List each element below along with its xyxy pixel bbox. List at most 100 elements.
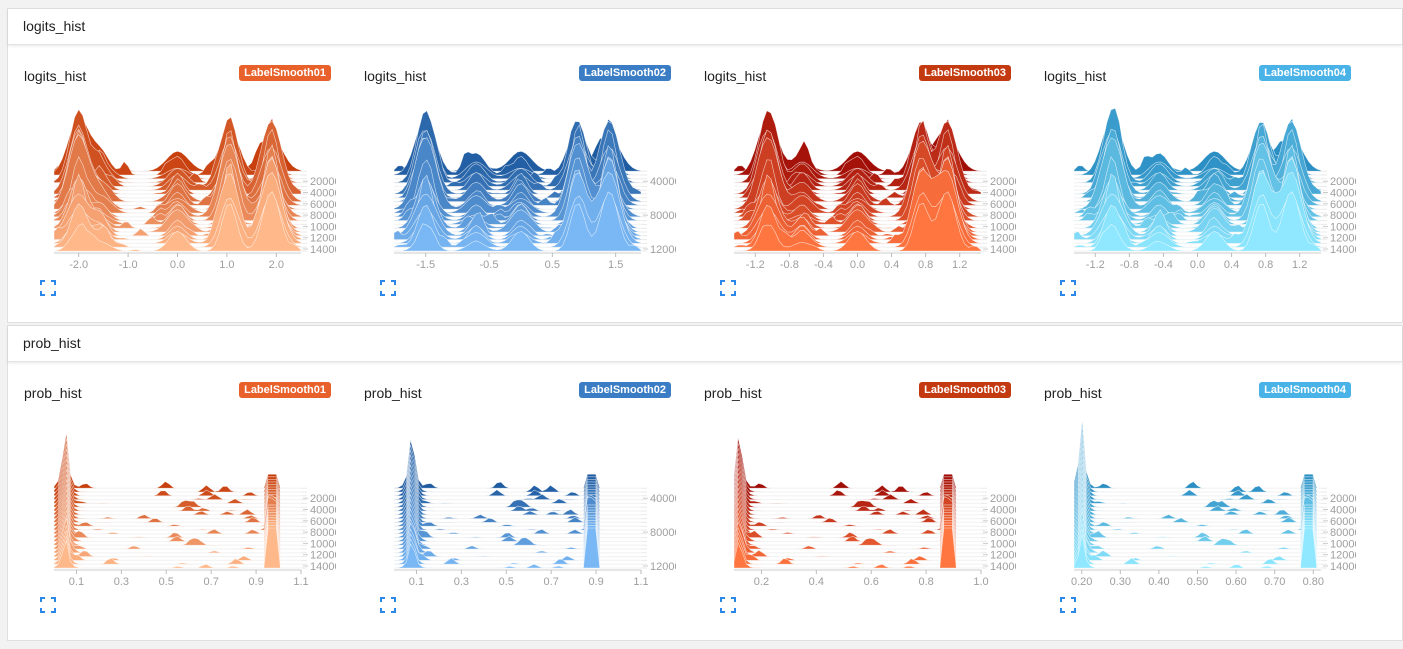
x-tick-label: 0.40 [1148,576,1169,588]
x-tick-label: 0.80 [1303,576,1324,588]
histogram-plot: -2.0 -1.0 0.0 1.0 2.0 20000400006000080000100… [53,108,336,271]
y-tick-label: 20000 [990,493,1016,505]
histogram-layer [733,525,981,565]
x-tick-label: 0.4 [884,259,899,271]
histogram-layer [1073,453,1321,512]
y-tick-label: 100000 [1330,221,1356,233]
chart-card: logits_hist LabelSmooth01 -2.0 -1.0 0.0 1.0… [16,54,336,304]
expand-icon[interactable] [720,280,736,296]
histogram-plot: 0.2 0.4 0.6 0.8 1.0 2000040000600008000010000… [733,437,1016,588]
expand-icon[interactable] [380,597,396,613]
x-tick-label: 0.8 [918,576,933,588]
histogram-layer [1073,501,1321,546]
y-tick-label: 120000 [990,233,1016,245]
histogram-layer [1073,507,1321,550]
histogram-layer [1073,437,1321,500]
x-tick-label: 0.1 [409,576,424,588]
histogram-layer [1073,474,1322,527]
histogram-layer [1073,518,1321,557]
y-tick-label: 120000 [1330,233,1356,245]
x-tick-label: -0.8 [780,259,799,271]
x-tick-label: 1.2 [952,259,967,271]
expand-icon[interactable] [720,597,736,613]
histogram-layer [53,479,301,523]
y-tick-label: 100000 [990,538,1016,550]
chart-title: logits_hist [1044,68,1107,84]
histogram-layer [1074,191,1322,252]
x-tick-label: 1.0 [219,259,234,271]
y-tick-label: 60000 [990,199,1016,211]
x-tick-label: 0.0 [170,259,185,271]
histogram-layer [733,522,981,561]
x-tick-label: -1.2 [746,259,765,271]
run-badge: LabelSmooth01 [239,65,331,81]
expand-icon[interactable] [380,280,396,296]
section-title[interactable]: prob_hist [8,326,1402,362]
y-tick-label: 100000 [310,538,336,550]
histogram-layer [733,507,981,542]
histogram-layer [733,502,981,538]
x-tick-label: 1.5 [608,259,623,271]
section-title[interactable]: logits_hist [8,9,1402,45]
y-tick-label: 20000 [990,176,1016,188]
run-badge: LabelSmooth02 [579,65,671,81]
expand-icon[interactable] [1060,280,1076,296]
chart-card: logits_hist LabelSmooth02 -1.5 -0.5 0.5 1.5… [356,54,676,304]
y-tick-label: 80000 [1330,527,1356,539]
y-tick-label: 120000 [1330,550,1356,562]
histogram-layer [1073,447,1321,508]
histogram-layer [1073,431,1321,497]
x-tick-label: 0.4 [809,576,824,588]
histogram-layer [393,191,642,252]
x-tick-label: 2.0 [269,259,284,271]
y-tick-label: 100000 [1330,538,1356,550]
expand-icon[interactable] [40,280,56,296]
histogram-layer [1073,522,1321,561]
histogram-layer [733,477,981,519]
y-tick-label: 40000 [1330,505,1356,517]
y-tick-label: 100000 [990,221,1016,233]
x-tick-label: 1.0 [973,576,988,588]
y-tick-label: 60000 [310,516,336,528]
histogram-plot: 0.1 0.3 0.5 0.7 0.9 1.1 40000 80000 120000 [393,439,676,588]
y-tick-label: 140000 [310,561,336,573]
histogram-layer [733,512,981,546]
x-tick-label: 0.5 [545,259,560,271]
expand-icon[interactable] [1060,597,1076,613]
histogram-layer [393,449,641,497]
chart-title: logits_hist [364,68,427,84]
x-tick-label: 0.3 [114,576,129,588]
x-tick-label: 0.0 [850,259,865,271]
x-tick-label: 0.5 [159,576,174,588]
run-badge: LabelSmooth04 [1259,65,1351,81]
x-tick-label: 0.7 [544,576,559,588]
histogram-layer [1073,525,1321,565]
chart-title: prob_hist [704,385,762,401]
y-tick-label: 140000 [1330,561,1356,573]
run-badge: LabelSmooth03 [919,65,1011,81]
y-tick-label: 40000 [1330,188,1356,200]
histogram-layer [1073,420,1321,489]
chart-title: logits_hist [24,68,87,84]
run-badge: LabelSmooth02 [579,382,671,398]
y-tick-label: 80000 [310,527,336,539]
y-tick-label: 140000 [1330,244,1356,256]
x-tick-label: -0.4 [1154,259,1173,271]
histogram-layer [734,191,982,252]
histogram-layer [1073,496,1321,542]
section-logits-hist: logits_hist logits_hist LabelSmooth01 -2… [7,8,1403,323]
chart-title: prob_hist [364,385,422,401]
chart-card: prob_hist LabelSmooth04 0.20 0.30 0.40 0.50… [1036,371,1356,621]
y-tick-label: 40000 [650,176,676,188]
histogram-layer [1073,426,1321,493]
y-tick-label: 80000 [650,210,676,222]
histogram-layer [733,492,981,531]
y-tick-label: 120000 [650,244,676,256]
y-tick-label: 120000 [650,561,676,573]
histogram-layer [1073,527,1321,569]
x-tick-label: 0.8 [918,259,933,271]
histogram-layer [1073,458,1321,516]
y-tick-label: 140000 [990,244,1016,256]
expand-icon[interactable] [40,597,56,613]
x-tick-label: -2.0 [69,259,88,271]
